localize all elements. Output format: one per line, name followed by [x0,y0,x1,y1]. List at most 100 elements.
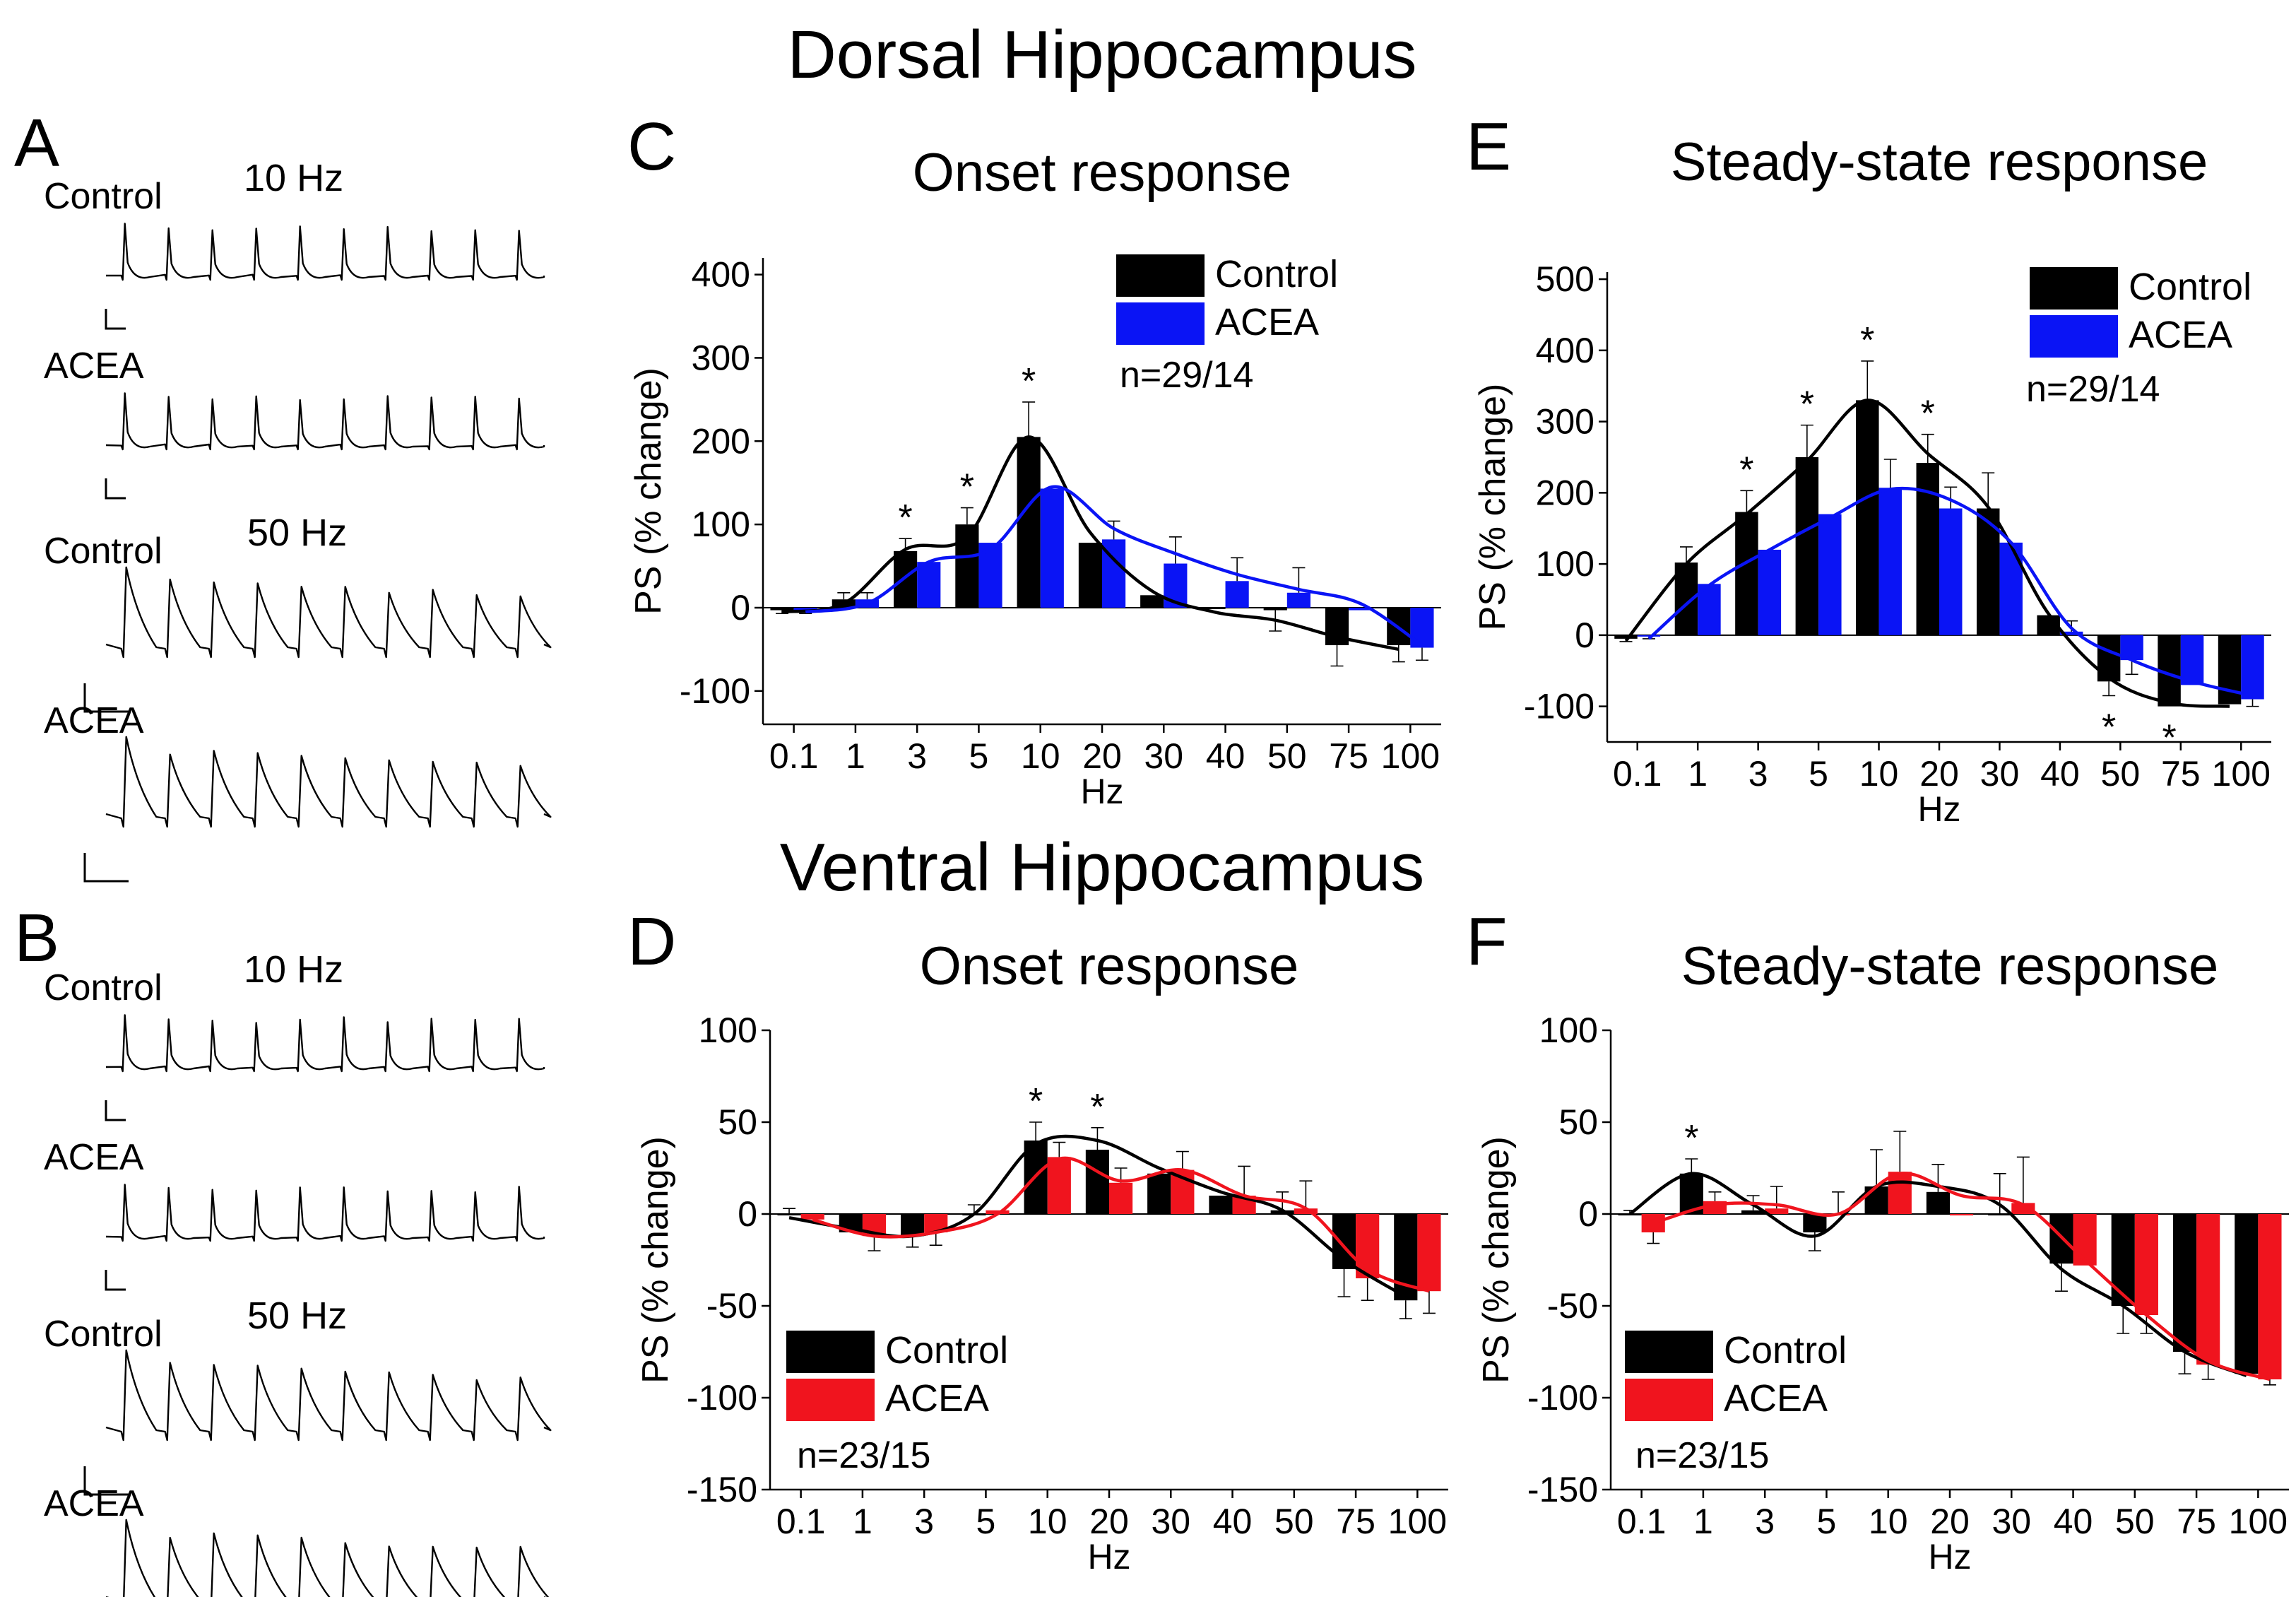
x-axis-label: Hz [1080,772,1123,811]
x-tick-label: 75 [1329,736,1368,776]
voltage-trace [105,736,552,828]
x-tick-label: 1 [846,736,865,776]
voltage-trace [105,1349,552,1442]
legend: Control ACEA [2030,266,2251,358]
x-tick-label: 75 [2177,1502,2216,1541]
bar-control [894,550,918,608]
y-tick-label: -100 [1524,687,1594,726]
bar-acea [1410,608,1434,648]
x-tick-label: 5 [969,736,989,776]
legend-swatch-acea [1625,1379,1713,1421]
x-tick-label: 50 [1274,1502,1314,1541]
bar-acea [2011,1203,2035,1214]
y-tick-label: 200 [692,421,750,461]
x-tick-label: 40 [1206,736,1245,776]
legend: Control ACEA [1625,1329,1847,1421]
bar-acea [1818,514,1842,635]
bar-control [901,1214,925,1237]
x-tick-label: 20 [1082,736,1122,776]
bar-control [1735,512,1758,635]
x-tick-label: 3 [1755,1502,1775,1541]
legend-label: Control [1215,253,1338,295]
trace-panel-a: A 10 Hz Control ACEA 50 Hz Control ACEA [14,105,552,883]
x-tick-label: 0.1 [776,1502,826,1541]
significance-star: * [960,467,974,508]
y-axis-label: PS (% change) [1472,384,1513,631]
fit-curve-control [781,435,1400,652]
bar-acea [1286,592,1310,608]
ventral-title: Ventral Hippocampus [780,830,1425,905]
chart-panel-e: E Steady-state response -100 0 100 200 300 400 5… [1466,109,2271,829]
bar-control [1988,1214,2012,1215]
x-tick-label: 0.1 [769,736,819,776]
y-tick-label: -150 [687,1470,757,1509]
condition-label: ACEA [44,1483,144,1524]
bar-control [1263,608,1287,611]
y-axis-label: PS (% change) [628,367,669,615]
legend-label: Control [885,1329,1008,1372]
x-tick-label: 75 [1336,1502,1375,1541]
panel-letter: D [627,904,676,979]
chart-panel-d: D Onset response -150 -100 -50 0 50 100 0.1 1 3 5 10… [627,904,1448,1577]
dorsal-title: Dorsal Hippocampus [787,17,1416,93]
y-tick-label: -50 [1547,1286,1598,1326]
x-axis-label: Hz [1917,789,1960,829]
legend-swatch-acea [1116,302,1205,345]
x-tick-label: 20 [1930,1502,1970,1541]
y-tick-label: 0 [1575,615,1594,655]
condition-label: ACEA [44,1137,144,1178]
bar-acea [1888,1172,1912,1214]
voltage-trace [105,1014,545,1073]
significance-star: * [1090,1087,1104,1128]
x-tick-label: 30 [1151,1502,1190,1541]
x-tick-label: 50 [2101,754,2141,794]
bar-control [1078,543,1102,608]
bar-control [2172,1214,2197,1352]
legend-swatch-acea [2030,315,2118,358]
legend-swatch-acea [786,1379,875,1421]
bar-acea [2258,1214,2282,1379]
bar-control [777,1214,801,1215]
legend: Control ACEA [786,1329,1008,1421]
legend-swatch-control [1116,254,1205,297]
x-tick-label: 40 [2054,1502,2093,1541]
bar-acea [1999,542,2023,635]
legend: Control ACEA [1116,253,1338,345]
voltage-trace [106,1519,550,1597]
x-tick-label: 3 [1748,754,1768,794]
bar-acea [2134,1214,2158,1315]
panel-letter: E [1466,109,1511,184]
x-tick-label: 0.1 [1617,1502,1667,1541]
scale-bar [105,1100,126,1121]
bar-control [1202,608,1226,609]
bar-acea [1637,635,1661,637]
frequency-label: 50 Hz [247,512,347,554]
scale-bar [83,683,129,713]
significance-star: * [2102,707,2116,748]
y-tick-label: 200 [1536,473,1594,512]
x-tick-label: 30 [1992,1502,2031,1541]
fit-curve-acea [1652,1172,2271,1381]
bar-control [1856,400,1879,635]
y-axis-label: PS (% change) [635,1136,676,1384]
chart-title: Onset response [913,143,1292,203]
significance-star: * [2162,718,2176,759]
sample-size-annotation: n=29/14 [1120,355,1253,396]
x-tick-label: 100 [1381,736,1440,776]
frequency-label: 50 Hz [247,1295,347,1337]
x-tick-label: 50 [1267,736,1307,776]
significance-star: * [1029,1081,1043,1122]
y-tick-label: -100 [680,671,750,711]
fit-curve-acea [1647,486,2254,697]
bar-acea [1950,1214,1974,1215]
bar-acea [1047,1157,1071,1214]
bar-acea [1939,508,1963,635]
x-tick-label: 5 [1809,754,1828,794]
x-tick-label: 100 [2212,754,2271,794]
chart-panel-f: F Steady-state response -150 -100 -50 0 50 100 0… [1466,904,2289,1577]
bar-acea [1040,488,1064,608]
legend-swatch-control [1625,1331,1713,1373]
y-tick-label: 100 [692,505,750,544]
y-axis-label: PS (% change) [1476,1136,1517,1384]
panel-letter: B [14,900,59,976]
